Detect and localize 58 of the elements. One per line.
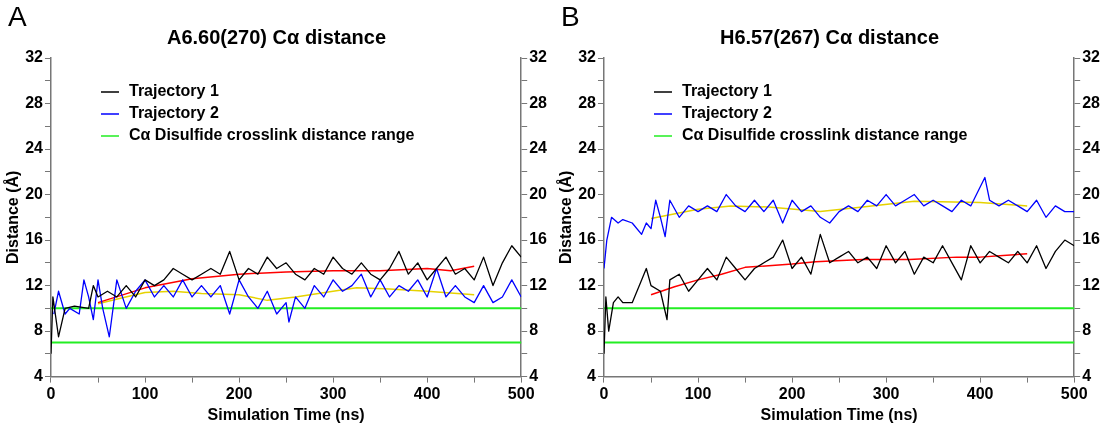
y-tick-label: 8 — [34, 321, 44, 339]
x-tick-label: 100 — [684, 384, 712, 402]
y2-tick-label: 12 — [1082, 275, 1101, 293]
y-tick-label: 20 — [25, 184, 44, 202]
x-tick-label: 100 — [131, 384, 159, 402]
legend-label: Trajectory 1 — [129, 82, 219, 100]
x-tick-label: 300 — [319, 384, 347, 402]
y-tick-label: 16 — [25, 230, 44, 248]
y2-tick-label: 4 — [529, 367, 539, 385]
y-tick-label: 32 — [578, 48, 597, 66]
y2-tick-label: 28 — [1082, 93, 1101, 111]
chart-title: H6.57(267) Cα distance — [719, 25, 940, 48]
legend-label: Cα Disulfide crosslink distance range — [129, 126, 415, 144]
y-tick-label: 28 — [578, 93, 597, 111]
y-tick-label: 12 — [578, 275, 597, 293]
chart-title: A6.60(270) Cα distance — [166, 25, 387, 48]
y-tick-label: 16 — [578, 230, 597, 248]
y-tick-label: 24 — [578, 139, 597, 157]
x-tick-label: 200 — [778, 384, 806, 402]
legend-label: Trajectory 1 — [682, 82, 772, 100]
y-axis-title: Distance (Å) — [3, 170, 22, 264]
legend-label: Trajectory 2 — [682, 104, 772, 122]
x-tick-label: 500 — [1060, 384, 1088, 402]
x-tick-label: 200 — [225, 384, 253, 402]
y-tick-label: 12 — [25, 275, 44, 293]
y2-tick-label: 20 — [529, 184, 548, 202]
y2-tick-label: 8 — [1082, 321, 1092, 339]
x-axis-title: Simulation Time (ns) — [207, 405, 365, 423]
x-tick-label: 400 — [966, 384, 994, 402]
x-tick-label: 0 — [599, 384, 609, 402]
y-tick-label: 28 — [25, 93, 44, 111]
y-tick-label: 24 — [25, 139, 44, 157]
y-tick-label: 8 — [587, 321, 597, 339]
y2-tick-label: 20 — [1082, 184, 1101, 202]
y2-tick-label: 8 — [529, 321, 539, 339]
y-tick-label: 4 — [34, 367, 44, 385]
y2-tick-label: 32 — [1082, 48, 1101, 66]
y2-tick-label: 28 — [529, 93, 548, 111]
text: B — [561, 0, 580, 32]
x-tick-label: 400 — [413, 384, 441, 402]
y2-tick-label: 16 — [529, 230, 548, 248]
legend-label: Trajectory 2 — [129, 104, 219, 122]
y2-tick-label: 4 — [1082, 367, 1092, 385]
x-tick-label: 0 — [46, 384, 56, 402]
y2-tick-label: 24 — [1082, 139, 1101, 157]
x-tick-label: 500 — [507, 384, 535, 402]
text: A — [8, 0, 27, 32]
y-tick-label: 32 — [25, 48, 44, 66]
y2-tick-label: 16 — [1082, 230, 1101, 248]
x-axis-title: Simulation Time (ns) — [760, 405, 918, 423]
y-axis-title: Distance (Å) — [556, 170, 575, 264]
legend-label: Cα Disulfide crosslink distance range — [682, 126, 968, 144]
y-tick-label: 20 — [578, 184, 597, 202]
y2-tick-label: 32 — [529, 48, 548, 66]
y2-tick-label: 12 — [529, 275, 548, 293]
x-tick-label: 300 — [872, 384, 900, 402]
y-tick-label: 4 — [587, 367, 597, 385]
y2-tick-label: 24 — [529, 139, 548, 157]
